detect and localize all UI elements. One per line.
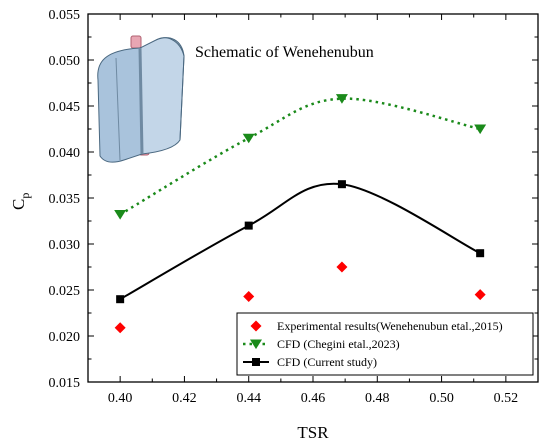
data-point [474, 124, 487, 135]
data-point [242, 133, 255, 144]
x-tick-label: 0.50 [429, 391, 454, 406]
series-line [119, 182, 481, 301]
y-axis-title-main: C [9, 199, 28, 210]
turbine-schematic-icon [97, 35, 185, 163]
data-point [116, 295, 125, 304]
x-tick-label: 0.40 [108, 391, 133, 406]
x-tick-label: 0.44 [236, 391, 261, 406]
legend-marker [252, 358, 260, 366]
data-point [336, 261, 348, 273]
x-axis-title: TSR [297, 423, 329, 442]
series-0 [114, 261, 486, 334]
data-point [335, 94, 348, 104]
x-tick-label: 0.48 [365, 391, 390, 406]
data-point [243, 290, 255, 302]
y-tick-label: 0.020 [49, 330, 81, 345]
y-tick-label: 0.045 [49, 100, 81, 115]
legend-label: CFD (Chegini etal.,2023) [277, 337, 400, 351]
legend-label: CFD (Current study) [277, 355, 377, 369]
y-tick-label: 0.030 [49, 238, 81, 253]
series-2 [116, 180, 485, 304]
data-point [474, 289, 486, 301]
data-point [114, 322, 126, 334]
x-tick-label: 0.46 [301, 391, 326, 406]
x-tick-label: 0.52 [494, 391, 519, 406]
y-tick-label: 0.050 [49, 54, 81, 69]
y-tick-label: 0.025 [49, 284, 81, 299]
x-tick-label: 0.42 [172, 391, 197, 406]
y-tick-label: 0.035 [49, 192, 81, 207]
y-axis-title: Cp [9, 193, 32, 210]
legend-label: Experimental results(Wenehenubun etal.,2… [277, 319, 503, 333]
legend-marker [250, 320, 262, 332]
legend-marker [250, 339, 262, 350]
y-axis-title-sub: p [18, 193, 32, 199]
legend-box [236, 312, 534, 376]
data-point [337, 180, 346, 189]
y-tick-label: 0.040 [49, 146, 81, 161]
data-point [244, 221, 253, 230]
schematic-annotation: Schematic of Wenehenubun [195, 44, 374, 61]
y-tick-label: 0.015 [49, 376, 81, 391]
data-point [114, 210, 127, 220]
y-tick-label: 0.055 [49, 8, 81, 23]
data-point [476, 249, 485, 258]
series-1 [114, 94, 487, 220]
